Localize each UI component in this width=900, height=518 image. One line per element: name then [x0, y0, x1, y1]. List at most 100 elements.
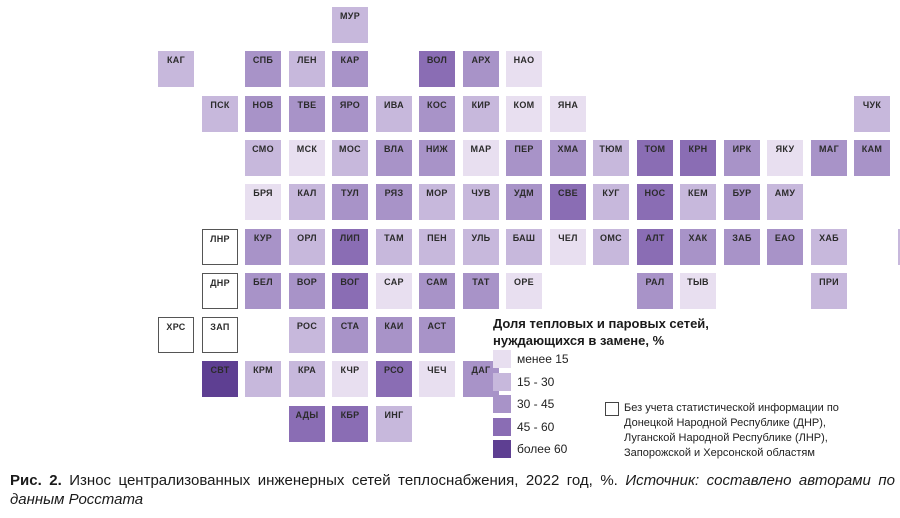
region-code-label: АМУ [774, 188, 796, 198]
region-tile-46: ЛНР [202, 229, 238, 265]
region-code-label: ЯРО [339, 100, 361, 110]
region-tile-42: НОС [637, 184, 673, 220]
region-code-label: КАИ [384, 321, 404, 331]
region-tile-72: ПРИ [811, 273, 847, 309]
region-tile-25: ХМА [550, 140, 586, 176]
region-code-label: ТАТ [472, 277, 490, 287]
region-tile-38: ЧУВ [463, 184, 499, 220]
region-code-label: ХАБ [819, 233, 839, 243]
region-tile-28: КРН [680, 140, 716, 176]
region-code-label: ОМС [600, 233, 622, 243]
region-tile-2: СПБ [245, 51, 281, 87]
region-code-label: ЗАП [210, 322, 230, 332]
region-code-label: КОМ [513, 100, 535, 110]
region-tile-54: ЧЕЛ [550, 229, 586, 265]
region-code-label: КБР [340, 410, 360, 420]
legend-swatch [493, 440, 511, 458]
region-code-label: ВОЛ [426, 55, 448, 65]
region-tile-75: РОС [289, 317, 325, 353]
legend-label: 30 - 45 [517, 397, 555, 411]
region-code-label: ЗАБ [732, 233, 752, 243]
region-tile-34: КАЛ [289, 184, 325, 220]
region-code-label: АРХ [471, 55, 491, 65]
region-tile-32: КАМ [854, 140, 890, 176]
region-tile-71: ТЫВ [680, 273, 716, 309]
region-tile-82: КЧР [332, 361, 368, 397]
region-code-label: МУР [340, 11, 360, 21]
region-code-label: КИР [471, 100, 491, 110]
region-code-label: ПРИ [819, 277, 839, 287]
region-code-label: НАО [513, 55, 535, 65]
region-code-label: КРА [297, 365, 317, 375]
region-code-label: ИРК [732, 144, 752, 154]
region-code-label: НИЖ [425, 144, 448, 154]
no-data-note-text: Без учета статистической информации по Д… [624, 402, 839, 459]
region-tile-57: ХАК [680, 229, 716, 265]
region-tile-50: ТАМ [376, 229, 412, 265]
region-tile-53: БАШ [506, 229, 542, 265]
region-tile-23: МАР [463, 140, 499, 176]
region-tile-16: ЯНА [550, 96, 586, 132]
region-tile-37: МОР [419, 184, 455, 220]
region-code-label: ЧЕЧ [427, 365, 447, 375]
region-code-label: КЕМ [688, 188, 708, 198]
legend: Доля тепловых и паровых сетей, нуждающих… [493, 315, 713, 458]
region-code-label: КАЛ [297, 188, 317, 198]
region-code-label: ВЛА [384, 144, 404, 154]
region-tile-49: ЛИП [332, 229, 368, 265]
region-code-label: РСО [384, 365, 404, 375]
region-code-label: САМ [426, 277, 448, 287]
region-tile-84: ЧЕЧ [419, 361, 455, 397]
region-tile-12: ИВА [376, 96, 412, 132]
region-code-label: ЧУВ [471, 188, 491, 198]
region-tile-22: НИЖ [419, 140, 455, 176]
region-code-label: ОРЕ [514, 277, 534, 287]
region-code-label: КАР [340, 55, 360, 65]
region-tile-58: ЗАБ [724, 229, 760, 265]
region-code-label: ИНГ [384, 410, 404, 420]
region-tile-79: СВТ [202, 361, 238, 397]
region-code-label: МОР [426, 188, 448, 198]
region-code-label: РЯЗ [384, 188, 404, 198]
region-code-label: БЕЛ [253, 277, 273, 287]
region-tile-86: АДЫ [289, 406, 325, 442]
region-tile-27: ТОМ [637, 140, 673, 176]
legend-label: менее 15 [517, 352, 569, 366]
region-tile-5: ВОЛ [419, 51, 455, 87]
caption-source: Источник: составлено авторами по данным … [10, 472, 895, 508]
region-code-label: ХРС [166, 322, 186, 332]
region-code-label: ТВЕ [297, 100, 317, 110]
region-code-label: АДЫ [295, 410, 319, 420]
region-tile-43: КЕМ [680, 184, 716, 220]
region-tile-68: ТАТ [463, 273, 499, 309]
region-code-label: БРЯ [253, 188, 273, 198]
region-tile-74: ЗАП [202, 317, 238, 353]
region-tile-66: САР [376, 273, 412, 309]
region-code-label: УЛЬ [471, 233, 491, 243]
region-code-label: МОС [339, 144, 361, 154]
no-data-swatch [605, 402, 619, 416]
region-code-label: ПЕР [514, 144, 534, 154]
region-tile-21: ВЛА [376, 140, 412, 176]
region-tile-48: ОРЛ [289, 229, 325, 265]
region-tile-65: ВОГ [332, 273, 368, 309]
legend-swatch [493, 350, 511, 368]
region-tile-61: САХ [898, 229, 900, 265]
region-tile-70: РАЛ [637, 273, 673, 309]
region-tile-51: ПЕН [419, 229, 455, 265]
caption-text: Износ централизованных инженерных сетей … [69, 472, 618, 489]
region-code-label: МАР [470, 144, 492, 154]
region-tile-41: КУГ [593, 184, 629, 220]
region-code-label: ЯНА [557, 100, 579, 110]
region-code-label: ТОМ [644, 144, 666, 154]
region-code-label: АЛТ [645, 233, 665, 243]
region-code-label: ЛИП [339, 233, 361, 243]
region-tile-55: ОМС [593, 229, 629, 265]
region-code-label: МАГ [819, 144, 839, 154]
region-tile-47: КУР [245, 229, 281, 265]
region-tile-8: ПСК [202, 96, 238, 132]
region-code-label: ЕАО [774, 233, 796, 243]
region-code-label: ВОР [296, 277, 318, 287]
legend-title: Доля тепловых и паровых сетей, нуждающих… [493, 316, 709, 348]
region-code-label: КРН [688, 144, 708, 154]
